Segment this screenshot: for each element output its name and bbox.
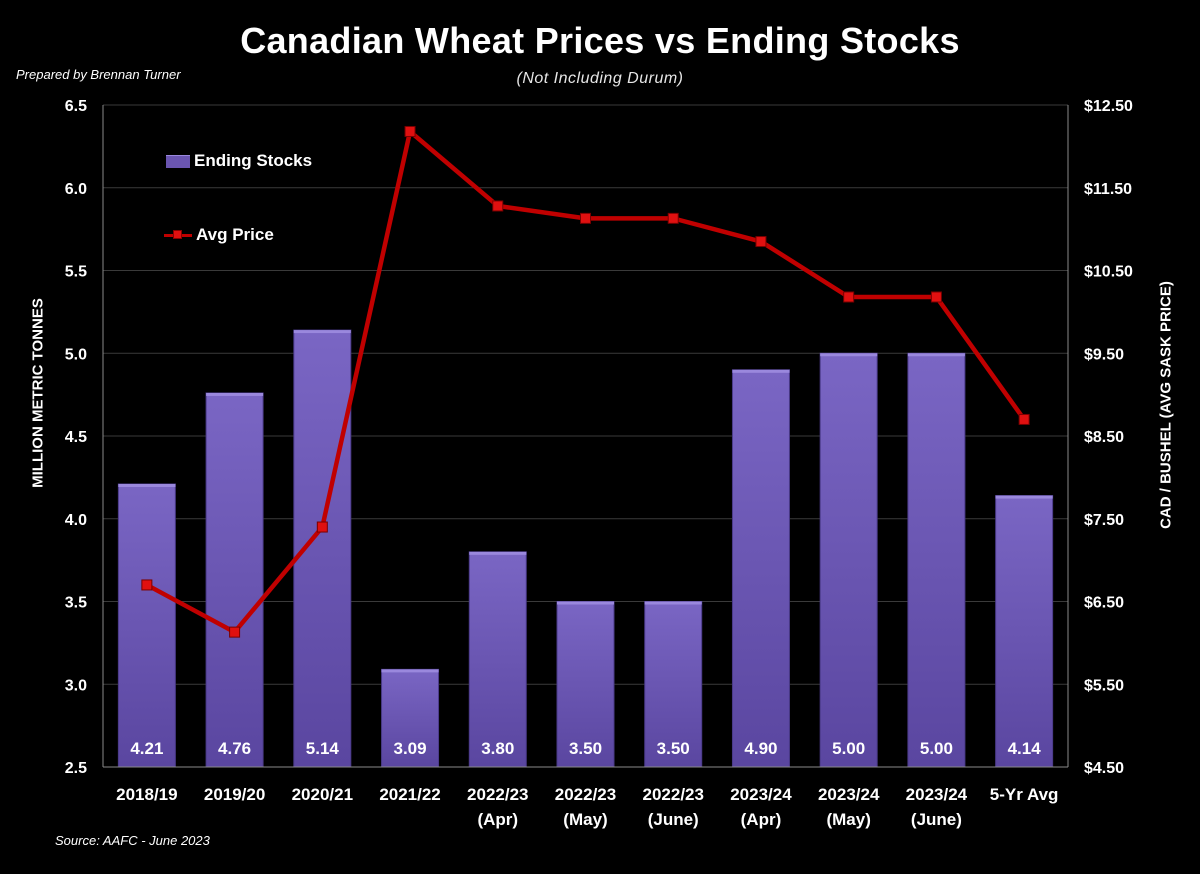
price-marker — [580, 212, 591, 224]
bar-top-highlight — [995, 495, 1053, 499]
y-tick-label-right: $11.50 — [1084, 181, 1132, 198]
bar — [731, 369, 790, 768]
source-note: Source: AAFC - June 2023 — [55, 833, 210, 848]
price-marker — [404, 125, 416, 137]
x-tick-label: (Apr) — [477, 810, 518, 829]
bar-top-highlight — [820, 353, 878, 357]
y-tick-label-left: 3.0 — [65, 677, 87, 694]
legend-label-avg-price: Avg Price — [196, 225, 274, 244]
bar-data-label: 5.00 — [832, 739, 865, 758]
bar-data-label: 4.76 — [218, 739, 251, 758]
price-marker — [141, 579, 153, 591]
price-marker — [492, 200, 504, 212]
bar-top-highlight — [557, 601, 614, 605]
x-tick-label: 2022/23 — [467, 785, 528, 804]
price-marker — [843, 291, 855, 303]
bar-top-highlight — [381, 669, 439, 673]
bar-data-label: 5.14 — [306, 739, 340, 758]
bar — [556, 601, 615, 768]
price-marker — [229, 626, 241, 638]
price-marker — [316, 521, 328, 533]
bar-data-label: 3.50 — [569, 739, 602, 758]
y-tick-label-right: $4.50 — [1084, 760, 1124, 777]
x-tick-label: 2023/24 — [906, 785, 968, 804]
y-tick-label-left: 6.0 — [65, 181, 87, 198]
price-marker — [667, 212, 679, 224]
bar-data-label: 4.14 — [1008, 739, 1042, 758]
bar — [468, 551, 527, 768]
x-tick-label: 2023/24 — [818, 785, 880, 804]
x-tick-label: 5-Yr Avg — [990, 785, 1059, 804]
bar — [205, 392, 264, 768]
bar-top-highlight — [118, 483, 176, 487]
bar-data-label: 4.90 — [744, 739, 777, 758]
x-tick-label: (May) — [563, 810, 607, 829]
legend-item-ending-stocks: Ending Stocks — [166, 151, 312, 171]
bar-top-highlight — [644, 601, 702, 605]
legend-label-ending-stocks: Ending Stocks — [194, 151, 313, 170]
y-tick-label-left: 3.5 — [65, 595, 87, 612]
legend-swatch-line — [164, 229, 192, 241]
x-tick-label: 2023/24 — [730, 785, 792, 804]
price-marker — [755, 236, 767, 248]
x-tick-label: (June) — [911, 810, 962, 829]
y-tick-label-right: $7.50 — [1084, 512, 1124, 529]
bar-data-label: 3.50 — [657, 739, 690, 758]
bar-top-highlight — [907, 353, 965, 357]
chart-subtitle: (Not Including Durum) — [516, 70, 684, 87]
y-tick-label-left: 2.5 — [65, 760, 87, 777]
x-tick-label: 2021/22 — [379, 785, 440, 804]
bar-data-label: 3.80 — [481, 739, 514, 758]
x-tick-label: 2019/20 — [204, 785, 265, 804]
x-tick-label: (Apr) — [741, 810, 782, 829]
legend-swatch-bar — [166, 154, 190, 168]
bar-data-label: 3.09 — [393, 739, 426, 758]
bar — [907, 352, 966, 768]
x-tick-label: 2020/21 — [292, 785, 353, 804]
y-tick-label-left: 5.0 — [65, 346, 87, 363]
x-tick-label: 2022/23 — [643, 785, 704, 804]
y-tick-label-left: 4.5 — [65, 429, 87, 446]
x-tick-label: (June) — [648, 810, 699, 829]
bar-data-label: 4.21 — [130, 739, 163, 758]
y-tick-label-right: $5.50 — [1084, 677, 1124, 694]
bar — [381, 668, 440, 768]
avg-price-line — [145, 129, 1026, 635]
bar — [117, 483, 176, 768]
bar-top-highlight — [293, 330, 351, 334]
bar — [819, 352, 878, 768]
legend-item-avg-price: Avg Price — [164, 225, 274, 245]
bar-top-highlight — [469, 551, 527, 555]
y-tick-label-right: $6.50 — [1084, 595, 1124, 612]
chart-title: Canadian Wheat Prices vs Ending Stocks — [240, 20, 960, 61]
y-tick-label-right: $9.50 — [1084, 346, 1124, 363]
y-tick-label-right: $12.50 — [1084, 98, 1133, 115]
y-tick-label-left: 4.0 — [65, 512, 87, 529]
y-tick-label-left: 6.5 — [65, 98, 87, 115]
y-tick-label-left: 5.5 — [65, 264, 87, 281]
price-marker — [930, 291, 942, 303]
x-tick-label: (May) — [826, 810, 870, 829]
bar — [644, 601, 703, 768]
bar-top-highlight — [732, 369, 790, 373]
bar-top-highlight — [206, 392, 264, 396]
price-marker — [1018, 413, 1030, 425]
bar-data-label: 5.00 — [920, 739, 953, 758]
bar — [995, 495, 1054, 768]
y-tick-label-right: $8.50 — [1084, 429, 1124, 446]
x-tick-label: 2022/23 — [555, 785, 616, 804]
prepared-by-note: Prepared by Brennan Turner — [16, 67, 181, 82]
x-tick-label: 2018/19 — [116, 785, 177, 804]
y-tick-label-right: $10.50 — [1084, 264, 1133, 281]
